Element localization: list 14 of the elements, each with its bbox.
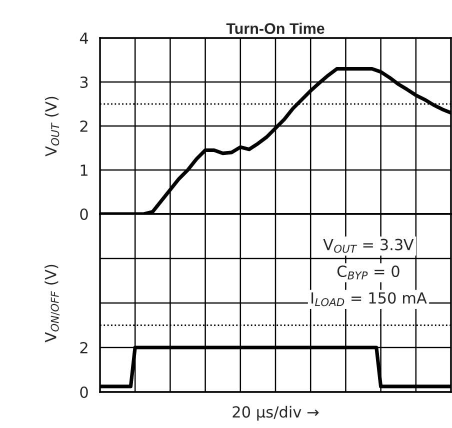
chart-title: Turn-On Time [226,22,324,34]
y-tick-label: 1 [80,164,88,176]
annotation: C$_{BYP}$ = 0 [337,265,400,280]
y-tick-label: 0 [80,208,88,220]
annotation: I$_{LOAD}$ = 150 mA [312,292,427,306]
y-tick-label: 2 [80,342,88,354]
y-tick-label: 0 [80,386,88,398]
annotation: V$_{OUT}$ = 3.3V [323,238,414,253]
y-axis-title: V$_{OUT}$ (V) [44,96,60,156]
y-tick-label: 4 [80,32,88,44]
y-tick-label: 2 [80,120,88,132]
y-tick-label: 3 [80,76,88,88]
y-axis-title: V$_{ON/OFF}$ (V) [44,264,60,342]
x-axis-title: 20 µs/div → [232,406,319,421]
